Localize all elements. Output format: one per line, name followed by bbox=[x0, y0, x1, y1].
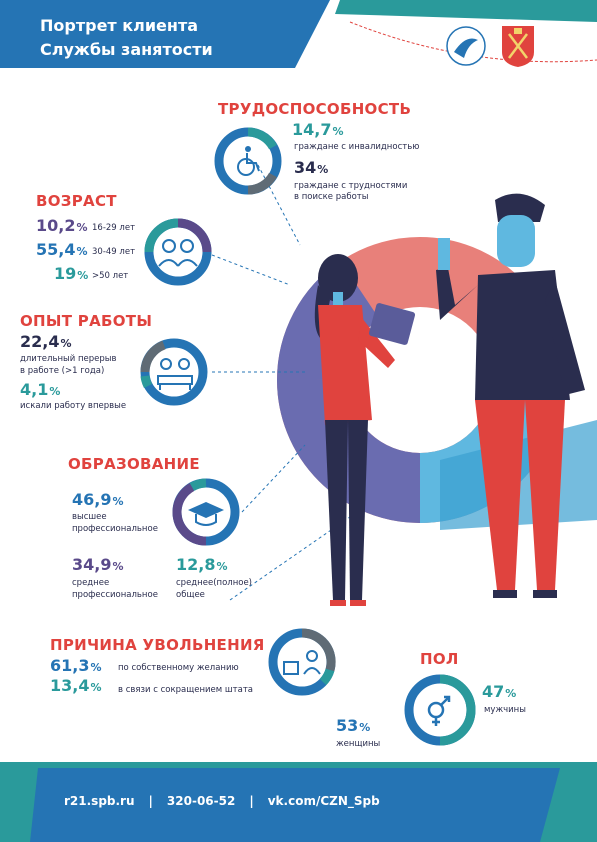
obraz-value-2: 34,9% bbox=[72, 555, 124, 574]
trud-donut bbox=[212, 125, 284, 197]
spb-coat-of-arms-icon bbox=[500, 24, 536, 68]
footer-vk-link[interactable]: vk.com/CZN_Spb bbox=[267, 794, 380, 808]
graduation-cap-icon bbox=[188, 502, 224, 526]
vozrast-value-3: 19% bbox=[54, 264, 89, 283]
pol-value-men: 47% bbox=[482, 682, 517, 701]
obraz-label-2-line1: среднее bbox=[72, 578, 110, 588]
pol-label-men: мужчины bbox=[484, 705, 526, 715]
prichina-label-1: по собственному желанию bbox=[118, 663, 239, 673]
footer-site-link[interactable]: r21.spb.ru bbox=[64, 794, 135, 808]
page-title-line1: Портрет клиента bbox=[40, 16, 199, 35]
woman-illustration bbox=[314, 254, 416, 606]
pol-donut bbox=[402, 672, 478, 748]
workers-icon bbox=[157, 358, 193, 390]
box-person-icon bbox=[283, 650, 321, 675]
employment-service-logo bbox=[446, 26, 486, 66]
section-title-trud: ТРУДОСПОСОБНОСТЬ bbox=[218, 100, 412, 118]
gender-icon bbox=[427, 695, 451, 726]
trud-value-2: 34% bbox=[294, 158, 329, 177]
obraz-label-3-line2: общее bbox=[176, 590, 205, 600]
section-title-opyt: ОПЫТ РАБОТЫ bbox=[20, 312, 153, 330]
obraz-label-2-line2: профессиональное bbox=[72, 590, 158, 600]
prichina-value-2: 13,4% bbox=[50, 676, 102, 695]
vozrast-label-1: 16-29 лет bbox=[92, 223, 136, 233]
section-title-obraz: ОБРАЗОВАНИЕ bbox=[68, 455, 200, 473]
prichina-value-1: 61,3% bbox=[50, 656, 102, 675]
obraz-value-1: 46,9% bbox=[72, 490, 124, 509]
obraz-value-3: 12,8% bbox=[176, 555, 228, 574]
vozrast-donut bbox=[142, 216, 214, 288]
footer-separator: | bbox=[249, 794, 254, 808]
page-title-line2: Службы занятости bbox=[40, 40, 213, 59]
section-title-prichina: ПРИЧИНА УВОЛЬНЕНИЯ bbox=[50, 636, 265, 654]
trud-label-1: граждане с инвалидностью bbox=[294, 142, 420, 152]
trud-value-1: 14,7% bbox=[292, 120, 344, 139]
obraz-label-1-line1: высшее bbox=[72, 512, 107, 522]
vozrast-label-2: 30-49 лет bbox=[92, 247, 136, 257]
opyt-value-1: 22,4% bbox=[20, 332, 72, 351]
vozrast-label-3: >50 лет bbox=[92, 271, 129, 281]
footer-phone[interactable]: 320-06-52 bbox=[166, 794, 236, 808]
header-banner bbox=[0, 0, 330, 68]
opyt-label-1-line2: в работе (>1 года) bbox=[20, 366, 105, 376]
obraz-label-3-line1: среднее(полное) bbox=[176, 578, 253, 588]
vozrast-value-1: 10,2% bbox=[36, 216, 88, 235]
wheelchair-icon bbox=[237, 146, 260, 176]
section-title-vozrast: ВОЗРАСТ bbox=[36, 192, 117, 210]
opyt-label-2: искали работу впервые bbox=[20, 401, 127, 411]
opyt-donut bbox=[138, 336, 210, 408]
top-stripe bbox=[335, 0, 597, 22]
prichina-donut bbox=[266, 626, 338, 698]
vozrast-value-2: 55,4% bbox=[36, 240, 88, 259]
section-title-pol: ПОЛ bbox=[420, 650, 459, 668]
footer-contacts: r21.spb.ru | 320-06-52 | vk.com/CZN_Spb bbox=[64, 794, 380, 808]
man-illustration bbox=[436, 193, 585, 598]
prichina-label-2: в связи с сокращением штата bbox=[118, 685, 253, 695]
footer-banner bbox=[30, 768, 560, 842]
footer-separator: | bbox=[148, 794, 153, 808]
pol-value-women: 53% bbox=[336, 716, 371, 735]
obraz-label-1-line2: профессиональное bbox=[72, 524, 158, 534]
opyt-label-1-line1: длительный перерыв bbox=[20, 354, 117, 364]
pol-label-women: женщины bbox=[336, 739, 381, 749]
obraz-donut bbox=[170, 476, 242, 548]
people-icon bbox=[158, 239, 198, 267]
trud-label-2-line2: в поиске работы bbox=[294, 192, 369, 202]
trud-label-2-line1: граждане с трудностями bbox=[294, 181, 408, 191]
opyt-value-2: 4,1% bbox=[20, 380, 61, 399]
